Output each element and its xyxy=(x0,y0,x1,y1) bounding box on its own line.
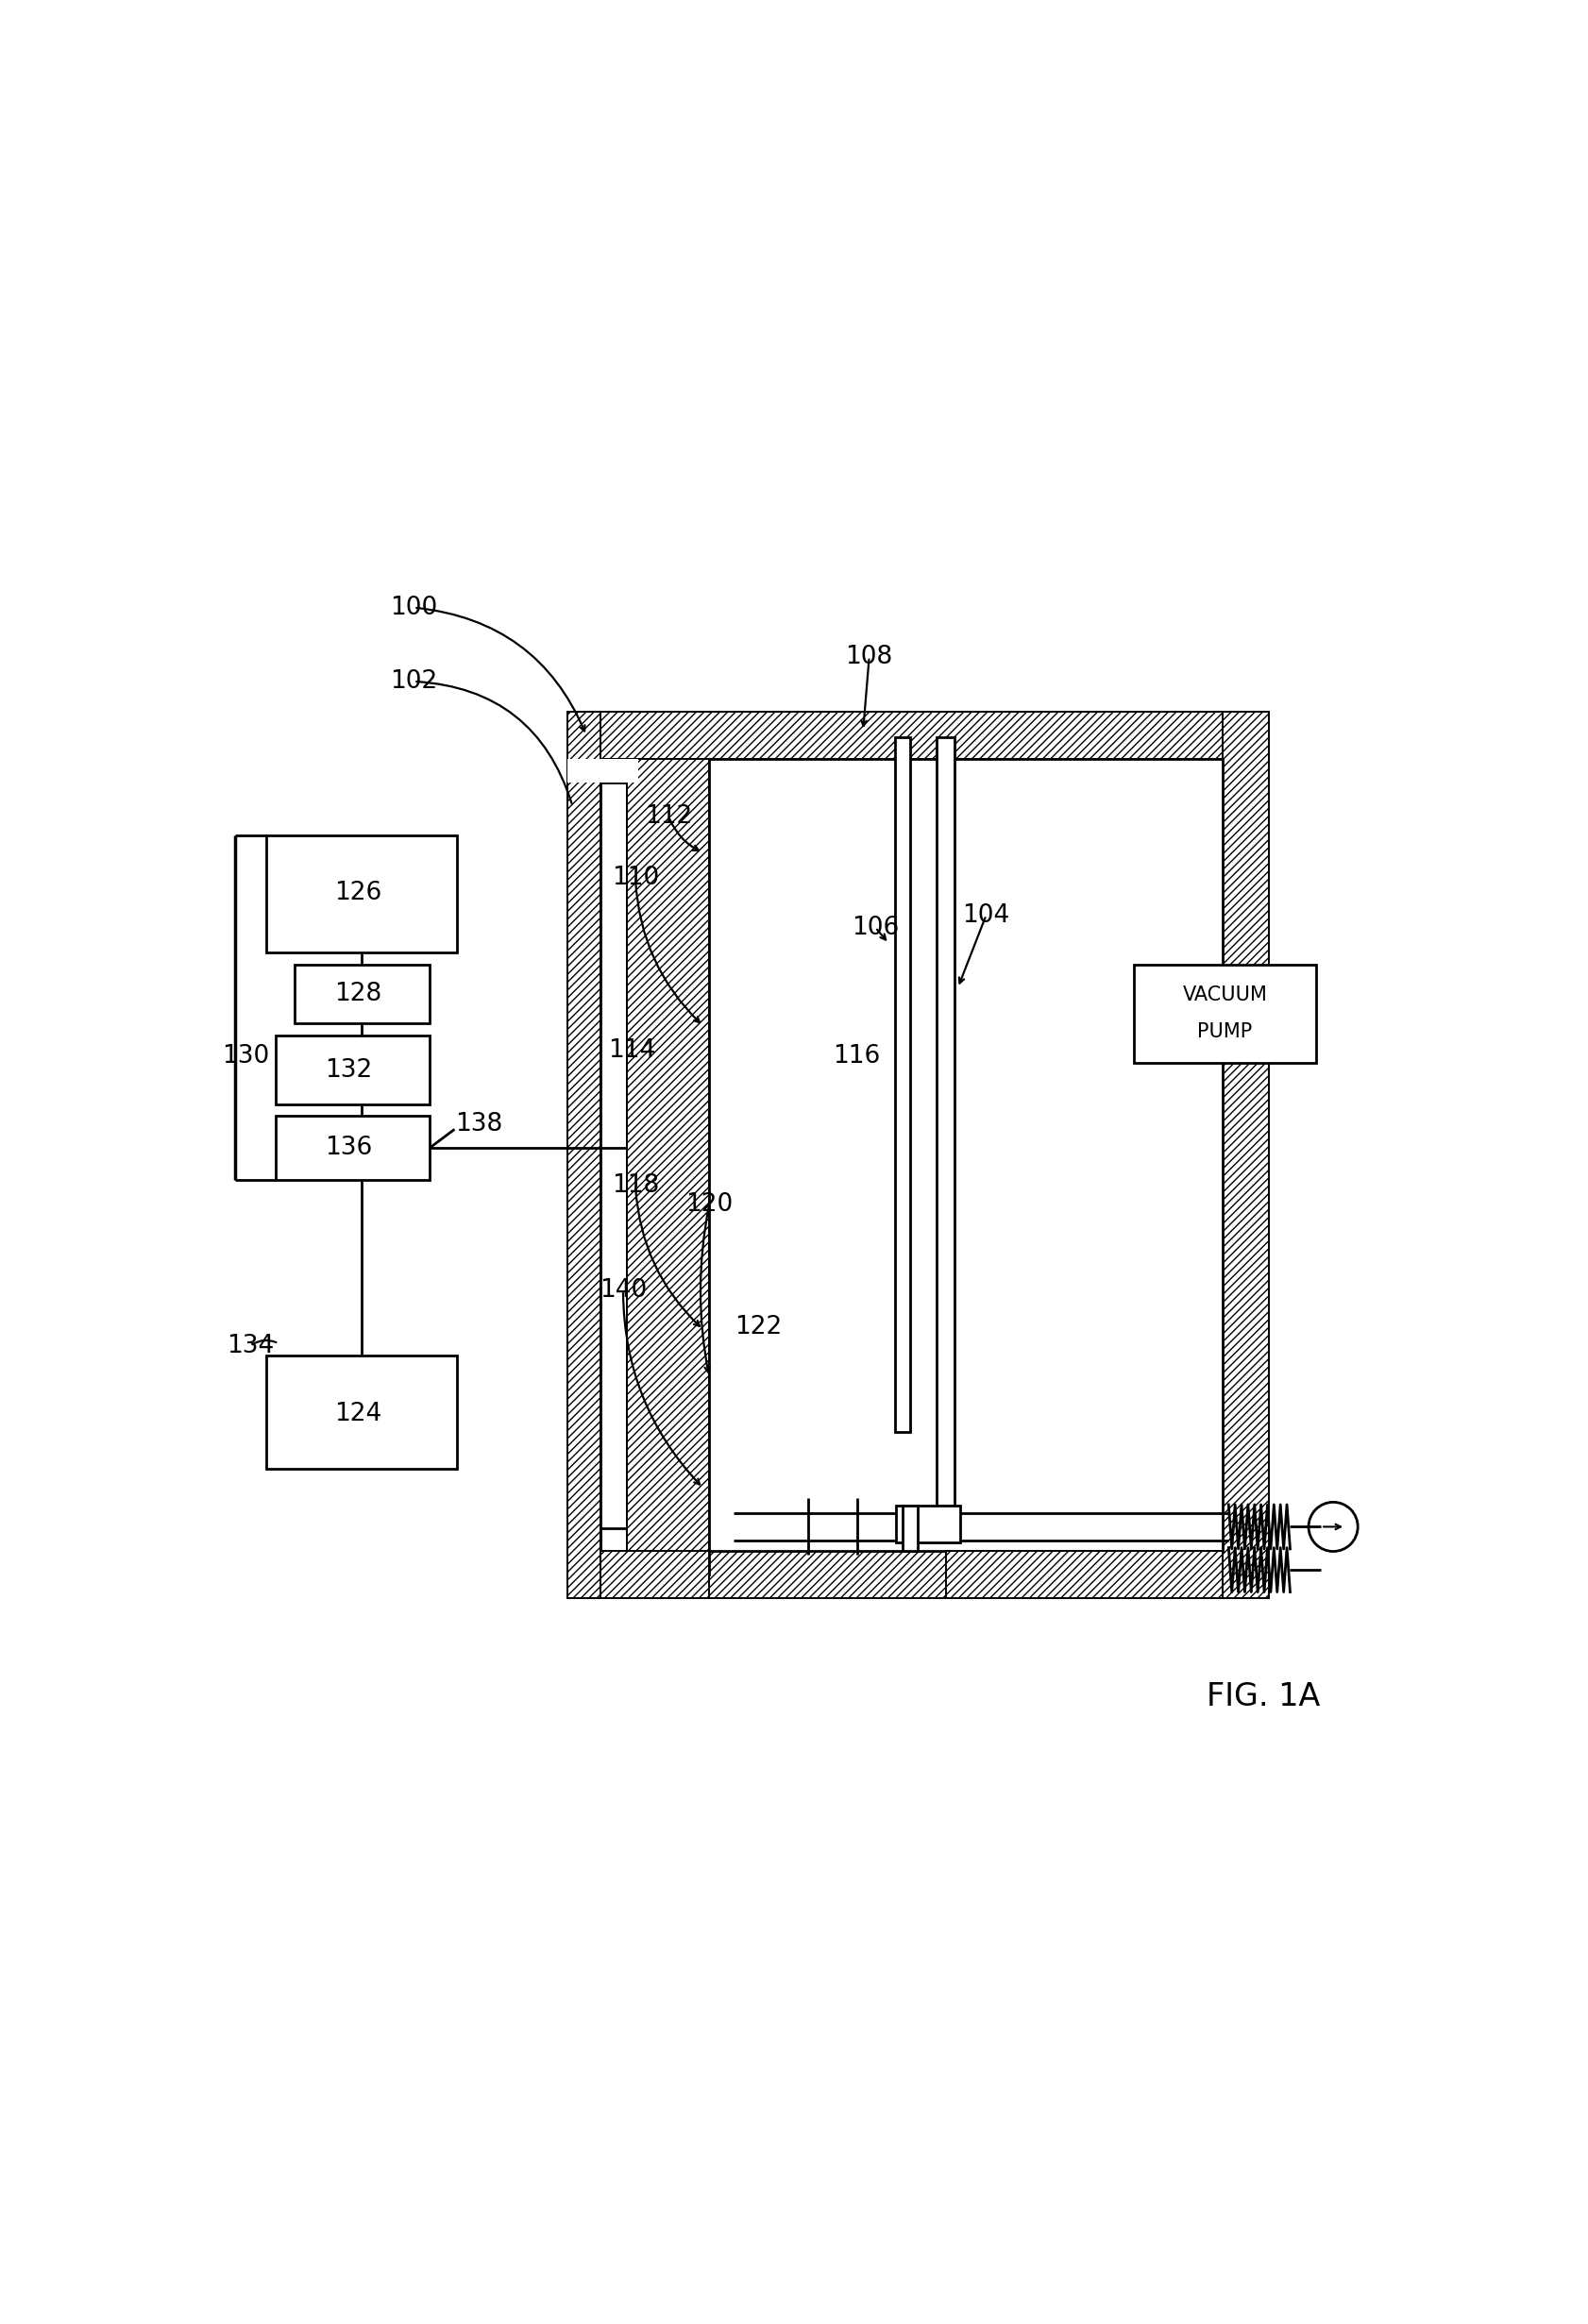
Text: VACUUM: VACUUM xyxy=(1183,985,1267,1004)
Text: 102: 102 xyxy=(391,669,438,693)
Text: FIG. 1A: FIG. 1A xyxy=(1207,1680,1320,1713)
Bar xyxy=(945,1552,1223,1599)
Bar xyxy=(1134,964,1316,1062)
Text: 100: 100 xyxy=(391,595,438,621)
Text: 136: 136 xyxy=(326,1136,372,1160)
Bar xyxy=(276,1037,430,1104)
Bar xyxy=(294,964,430,1023)
Bar xyxy=(569,1552,1269,1599)
Bar xyxy=(569,760,638,783)
Bar xyxy=(600,1552,710,1599)
Text: 104: 104 xyxy=(962,904,1010,927)
Bar xyxy=(627,760,710,1576)
Text: 106: 106 xyxy=(851,916,899,939)
Text: 140: 140 xyxy=(599,1278,646,1304)
Bar xyxy=(627,760,710,1576)
Bar xyxy=(267,834,457,953)
Text: 132: 132 xyxy=(326,1057,372,1083)
Text: 124: 124 xyxy=(335,1401,383,1427)
Text: 126: 126 xyxy=(335,881,383,906)
Bar xyxy=(276,1116,430,1181)
Text: 138: 138 xyxy=(456,1113,503,1136)
Bar xyxy=(569,711,600,1599)
Text: 114: 114 xyxy=(608,1039,656,1062)
Text: 108: 108 xyxy=(845,644,892,669)
Text: PUMP: PUMP xyxy=(1197,1023,1253,1041)
Bar xyxy=(1223,711,1269,1599)
Text: 110: 110 xyxy=(611,867,659,890)
Text: 134: 134 xyxy=(227,1334,273,1357)
Bar xyxy=(600,760,1223,1552)
Text: 130: 130 xyxy=(222,1043,268,1069)
Text: 116: 116 xyxy=(834,1043,881,1069)
Text: 120: 120 xyxy=(686,1192,734,1218)
Bar xyxy=(896,737,910,1432)
Text: 128: 128 xyxy=(335,981,383,1006)
Text: 122: 122 xyxy=(735,1315,783,1339)
Text: 118: 118 xyxy=(611,1174,659,1199)
Text: 112: 112 xyxy=(645,804,692,830)
Bar xyxy=(902,1506,918,1552)
Bar xyxy=(896,1506,961,1543)
Bar xyxy=(569,711,1269,760)
Bar xyxy=(267,1355,457,1469)
Bar xyxy=(937,737,954,1506)
